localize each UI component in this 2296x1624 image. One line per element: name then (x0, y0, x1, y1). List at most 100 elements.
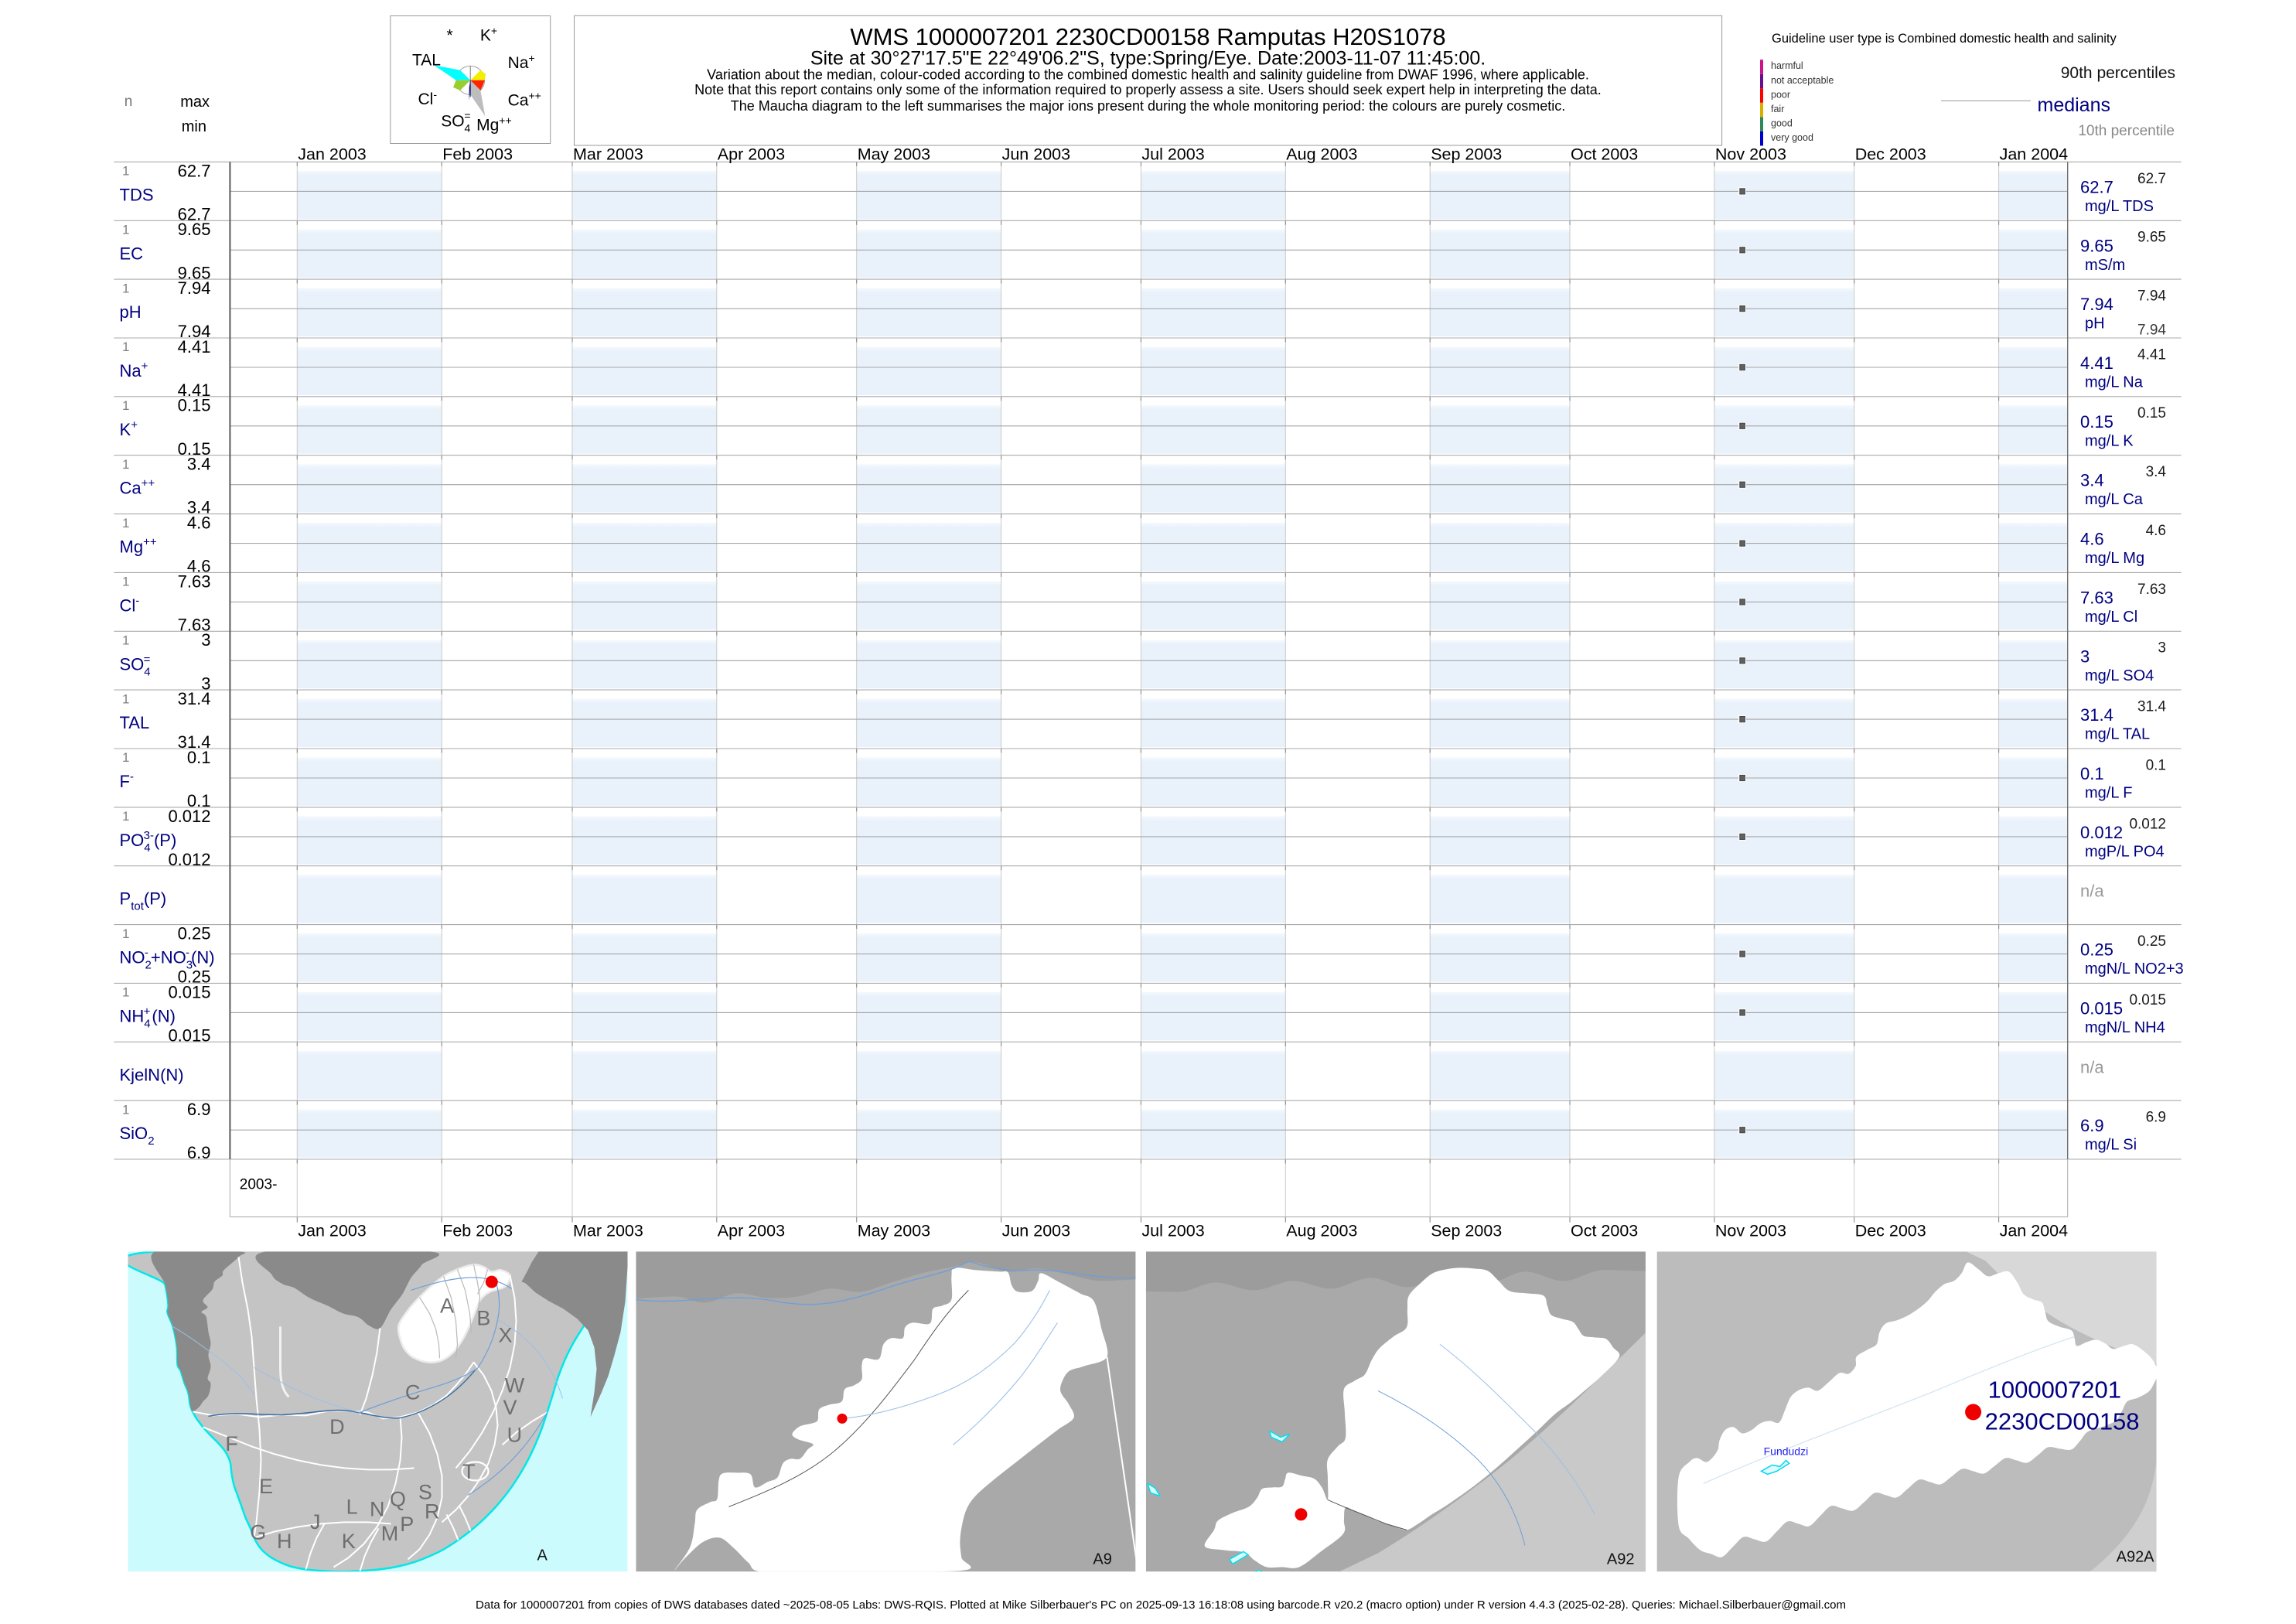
svg-text:3: 3 (201, 630, 210, 650)
svg-text:1: 1 (122, 575, 129, 589)
svg-text:1: 1 (122, 281, 129, 295)
svg-text:Sep 2003: Sep 2003 (1431, 145, 1502, 164)
svg-text:0.015: 0.015 (2129, 992, 2166, 1008)
svg-text:3.4: 3.4 (187, 498, 211, 517)
svg-text:4.6: 4.6 (187, 557, 211, 576)
svg-text:10th percentile: 10th percentile (2078, 123, 2175, 139)
svg-text:62.7: 62.7 (2080, 177, 2113, 196)
svg-text:J: J (310, 1510, 321, 1534)
svg-text:4.41: 4.41 (178, 380, 211, 400)
svg-text:mg/L Na: mg/L Na (2085, 374, 2144, 391)
svg-text:Jul 2003: Jul 2003 (1141, 145, 1204, 164)
svg-text:Variation about the median, c: Variation about the median, colour-coded… (707, 67, 1589, 83)
svg-text:KjelN(N): KjelN(N) (120, 1065, 184, 1084)
svg-text:Ca++: Ca++ (508, 89, 541, 109)
svg-text:Mg++: Mg++ (476, 114, 512, 134)
svg-text:1: 1 (122, 457, 129, 472)
svg-text:mg/L K: mg/L K (2085, 432, 2134, 449)
svg-text:Site at 30°27'17.5"E 22°49'06.: Site at 30°27'17.5"E 22°49'06.2"S, type:… (810, 48, 1486, 70)
svg-text:Jan 2004: Jan 2004 (2000, 1222, 2069, 1240)
svg-text:B: B (476, 1306, 490, 1329)
svg-text:Mg++: Mg++ (120, 536, 157, 557)
svg-text:62.7: 62.7 (178, 204, 211, 223)
svg-text:mg/L F: mg/L F (2085, 785, 2133, 802)
svg-text:mg/L Mg: mg/L Mg (2085, 550, 2144, 567)
svg-text:Jan 2003: Jan 2003 (298, 1222, 367, 1240)
svg-text:3.4: 3.4 (2080, 471, 2104, 490)
svg-text:6.9: 6.9 (187, 1100, 211, 1119)
svg-text:0.012: 0.012 (168, 807, 210, 826)
svg-text:0.1: 0.1 (2146, 757, 2166, 773)
svg-text:*: * (447, 27, 453, 45)
svg-text:Jun 2003: Jun 2003 (1002, 1222, 1071, 1240)
svg-text:7.63: 7.63 (2137, 582, 2166, 598)
svg-text:1: 1 (122, 691, 129, 706)
svg-text:F: F (225, 1432, 238, 1455)
svg-text:Dec 2003: Dec 2003 (1855, 1222, 1926, 1240)
svg-text:31.4: 31.4 (2080, 705, 2113, 725)
svg-text:mS/m: mS/m (2085, 257, 2125, 274)
svg-text:1: 1 (122, 164, 129, 179)
svg-text:1: 1 (122, 633, 129, 648)
svg-text:4.6: 4.6 (2146, 523, 2166, 539)
svg-text:0.015: 0.015 (2080, 998, 2123, 1018)
svg-text:not acceptable: not acceptable (1771, 75, 1834, 86)
svg-text:1: 1 (122, 339, 129, 354)
svg-text:9.65: 9.65 (2080, 236, 2113, 255)
svg-text:6.9: 6.9 (2080, 1116, 2104, 1135)
svg-text:NH4+(N): NH4+(N) (120, 1005, 176, 1030)
svg-text:K+: K+ (480, 25, 497, 45)
svg-text:Jan 2003: Jan 2003 (298, 145, 367, 164)
svg-text:1: 1 (122, 223, 129, 237)
svg-text:TAL: TAL (120, 713, 150, 732)
svg-text:0.25: 0.25 (2080, 940, 2113, 960)
svg-text:7.63: 7.63 (178, 615, 211, 634)
svg-text:Dec 2003: Dec 2003 (1855, 145, 1926, 164)
svg-text:62.7: 62.7 (2137, 171, 2166, 187)
svg-text:0.1: 0.1 (2080, 764, 2104, 783)
svg-text:N: N (370, 1498, 385, 1521)
svg-text:31.4: 31.4 (178, 732, 211, 752)
svg-text:mg/L Ca: mg/L Ca (2085, 491, 2144, 508)
svg-text:K+: K+ (120, 418, 138, 439)
svg-text:7.94: 7.94 (178, 278, 211, 298)
svg-text:6.9: 6.9 (187, 1143, 211, 1162)
svg-text:7.63: 7.63 (178, 571, 211, 591)
svg-text:0.012: 0.012 (2129, 816, 2166, 832)
svg-text:7.94: 7.94 (2137, 288, 2166, 305)
svg-text:31.4: 31.4 (178, 689, 211, 708)
svg-text:pH: pH (2085, 316, 2105, 333)
svg-text:K: K (342, 1530, 356, 1553)
svg-text:W: W (505, 1374, 525, 1397)
svg-text:TAL: TAL (412, 51, 441, 69)
svg-text:Nov 2003: Nov 2003 (1715, 1222, 1786, 1240)
svg-text:F-: F- (120, 770, 134, 791)
svg-text:Ptot(P): Ptot(P) (120, 889, 167, 913)
svg-text:0.25: 0.25 (178, 924, 211, 943)
svg-text:1: 1 (122, 1102, 129, 1117)
svg-text:0.15: 0.15 (2080, 412, 2113, 432)
svg-text:1: 1 (122, 398, 129, 413)
svg-text:May 2003: May 2003 (858, 1222, 930, 1240)
svg-text:P: P (400, 1513, 414, 1536)
svg-text:0.25: 0.25 (178, 967, 211, 987)
svg-text:3: 3 (2080, 647, 2090, 666)
svg-text:0.15: 0.15 (178, 396, 211, 415)
svg-text:mg/L SO4: mg/L SO4 (2085, 667, 2154, 684)
svg-text:mg/L TDS: mg/L TDS (2085, 198, 2154, 215)
svg-text:max: max (180, 94, 210, 111)
svg-text:Aug 2003: Aug 2003 (1286, 145, 1357, 164)
svg-text:1: 1 (122, 516, 129, 531)
svg-text:0.015: 0.015 (168, 982, 210, 1001)
svg-text:A: A (440, 1295, 454, 1318)
svg-text:harmful: harmful (1771, 60, 1803, 71)
svg-text:mg/L TAL: mg/L TAL (2085, 726, 2150, 743)
svg-text:good: good (1771, 118, 1793, 128)
svg-text:0.012: 0.012 (2080, 823, 2123, 842)
svg-text:A9: A9 (1093, 1551, 1111, 1568)
svg-text:C: C (405, 1381, 421, 1404)
svg-text:Oct 2003: Oct 2003 (1571, 1222, 1638, 1240)
svg-text:Guideline user type is Combine: Guideline user type is Combined domestic… (1772, 32, 2117, 46)
svg-text:Nov 2003: Nov 2003 (1715, 145, 1786, 164)
svg-text:Cl-: Cl- (120, 594, 140, 615)
